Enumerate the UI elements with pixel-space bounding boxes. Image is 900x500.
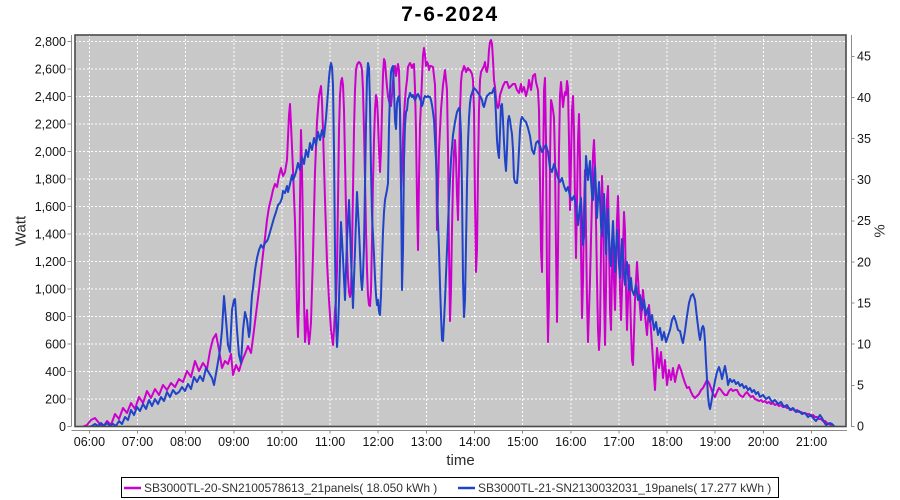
svg-text:1,000: 1,000 (35, 282, 66, 296)
svg-text:5: 5 (857, 379, 864, 393)
svg-text:35: 35 (857, 132, 871, 146)
svg-text:18:00: 18:00 (651, 435, 682, 449)
svg-text:17:00: 17:00 (603, 435, 634, 449)
svg-text:SB3000TL-21-SN2130032031_19pan: SB3000TL-21-SN2130032031_19panels( 17.27… (478, 481, 771, 495)
svg-text:08:00: 08:00 (170, 435, 201, 449)
svg-text:10:00: 10:00 (266, 435, 297, 449)
svg-text:13:00: 13:00 (411, 435, 442, 449)
svg-text:14:00: 14:00 (459, 435, 490, 449)
svg-text:09:00: 09:00 (218, 435, 249, 449)
svg-text:0: 0 (59, 420, 66, 434)
svg-text:21:00: 21:00 (796, 435, 827, 449)
svg-text:200: 200 (45, 392, 66, 406)
svg-text:19:00: 19:00 (700, 435, 731, 449)
svg-text:SB3000TL-20-SN2100578613_21pan: SB3000TL-20-SN2100578613_21panels( 18.05… (144, 481, 437, 495)
svg-text:12:00: 12:00 (363, 435, 394, 449)
svg-text:20:00: 20:00 (748, 435, 779, 449)
svg-text:7-6-2024: 7-6-2024 (401, 3, 499, 26)
svg-text:%: % (872, 224, 889, 237)
svg-text:1,600: 1,600 (35, 200, 66, 214)
svg-text:11:00: 11:00 (315, 435, 345, 449)
svg-text:15: 15 (857, 296, 871, 310)
svg-text:2,400: 2,400 (35, 90, 66, 104)
svg-text:2,000: 2,000 (35, 145, 66, 159)
svg-text:400: 400 (45, 365, 66, 379)
svg-text:30: 30 (857, 173, 871, 187)
svg-text:0: 0 (857, 420, 864, 434)
svg-text:1,400: 1,400 (35, 227, 66, 241)
svg-text:Watt: Watt (13, 215, 30, 246)
svg-text:07:00: 07:00 (122, 435, 153, 449)
svg-text:2,200: 2,200 (35, 117, 66, 131)
svg-text:45: 45 (857, 50, 871, 64)
svg-text:2,600: 2,600 (35, 62, 66, 76)
svg-text:25: 25 (857, 214, 871, 228)
svg-text:20: 20 (857, 255, 871, 269)
svg-text:1,800: 1,800 (35, 172, 66, 186)
svg-text:40: 40 (857, 91, 871, 105)
svg-text:time: time (446, 452, 474, 469)
svg-text:06:00: 06:00 (74, 435, 105, 449)
svg-text:1,200: 1,200 (35, 255, 66, 269)
svg-text:15:00: 15:00 (507, 435, 538, 449)
svg-text:10: 10 (857, 338, 871, 352)
svg-text:2,800: 2,800 (35, 35, 66, 49)
svg-text:16:00: 16:00 (555, 435, 586, 449)
svg-text:600: 600 (45, 337, 66, 351)
svg-text:800: 800 (45, 310, 66, 324)
